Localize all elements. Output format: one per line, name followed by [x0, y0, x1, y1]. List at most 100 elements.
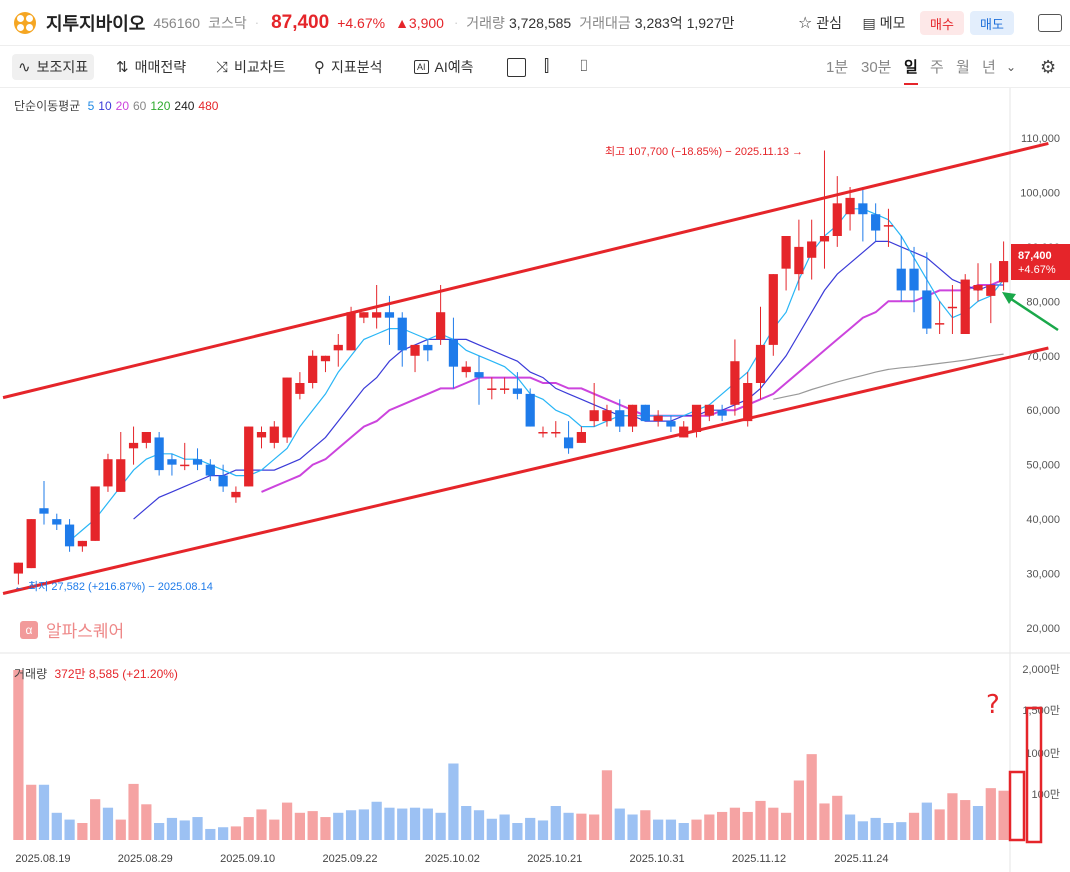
volume-bar[interactable]: [640, 810, 651, 840]
candle-body[interactable]: [26, 519, 36, 569]
candle-body[interactable]: [512, 388, 523, 394]
candle-body[interactable]: [704, 404, 714, 416]
candle-body[interactable]: [691, 404, 702, 432]
ma-legend-item-20[interactable]: 20: [115, 99, 129, 113]
candle-body[interactable]: [346, 312, 356, 351]
volume-bar[interactable]: [320, 817, 331, 840]
volume-bar[interactable]: [576, 813, 587, 840]
volume-bar[interactable]: [627, 814, 638, 841]
volume-bar[interactable]: [819, 803, 830, 840]
volume-bar[interactable]: [281, 802, 293, 840]
volume-bar[interactable]: [742, 811, 753, 840]
candle-body[interactable]: [615, 410, 625, 427]
ma-legend-item-60[interactable]: 60: [133, 99, 147, 113]
candle-body[interactable]: [141, 432, 151, 443]
candle-body[interactable]: [986, 285, 996, 296]
volume-bar[interactable]: [422, 808, 433, 840]
buy-button[interactable]: 매수: [920, 11, 964, 35]
candle-body[interactable]: [602, 410, 612, 422]
volume-bar[interactable]: [550, 806, 561, 840]
volume-bar[interactable]: [972, 806, 984, 840]
period-tab-3[interactable]: 주: [930, 59, 944, 76]
candle-body[interactable]: [64, 524, 75, 547]
candle-body[interactable]: [295, 383, 305, 394]
candle-body[interactable]: [372, 312, 382, 318]
volume-bar[interactable]: [934, 809, 945, 840]
candle-body[interactable]: [871, 214, 881, 231]
analysis-button[interactable]: ⚲ 지표분석: [314, 59, 383, 76]
volume-bar[interactable]: [102, 807, 114, 840]
candle-body[interactable]: [90, 486, 100, 541]
candle-body[interactable]: [397, 317, 407, 351]
candle-body[interactable]: [768, 274, 778, 345]
volume-bar[interactable]: [921, 802, 932, 840]
volume-bar[interactable]: [90, 799, 101, 840]
volume-bar[interactable]: [461, 806, 472, 840]
volume-bar[interactable]: [908, 812, 920, 840]
volume-bar[interactable]: [473, 810, 485, 840]
ma-legend-item-10[interactable]: 10: [98, 99, 112, 113]
volume-bar[interactable]: [653, 819, 664, 840]
volume-bar[interactable]: [115, 819, 126, 840]
volume-bar[interactable]: [371, 801, 382, 840]
candle-body[interactable]: [896, 268, 906, 291]
memo-button[interactable]: ▤ 메모: [862, 14, 906, 32]
volume-bar[interactable]: [345, 810, 357, 840]
candle-body[interactable]: [640, 404, 650, 422]
candle-body[interactable]: [487, 388, 497, 390]
candle-body[interactable]: [282, 377, 292, 438]
volume-bar[interactable]: [307, 811, 318, 840]
candle-body[interactable]: [333, 344, 343, 351]
candle-body[interactable]: [256, 432, 267, 438]
candle-body[interactable]: [653, 415, 663, 422]
candle-body[interactable]: [627, 404, 638, 427]
candle-body[interactable]: [551, 432, 561, 434]
volume-bar[interactable]: [729, 807, 741, 840]
candle-body[interactable]: [436, 312, 446, 340]
candle-body[interactable]: [730, 361, 740, 405]
candle-body[interactable]: [563, 437, 574, 449]
volume-bar[interactable]: [333, 812, 344, 840]
candle-body[interactable]: [947, 306, 958, 309]
volume-bar[interactable]: [358, 809, 369, 840]
candle-body[interactable]: [807, 241, 817, 258]
volume-bar[interactable]: [154, 823, 165, 840]
candle-body[interactable]: [423, 344, 433, 351]
sell-button[interactable]: 매도: [970, 11, 1014, 35]
volume-bar[interactable]: [384, 807, 395, 840]
candle-body[interactable]: [717, 410, 727, 416]
volume-bar[interactable]: [614, 808, 625, 840]
candle-body[interactable]: [448, 339, 459, 367]
volume-bar[interactable]: [256, 809, 267, 840]
volume-bar[interactable]: [409, 807, 421, 840]
volume-bar[interactable]: [793, 780, 805, 841]
period-tab-4[interactable]: 월: [956, 59, 970, 76]
candle-body[interactable]: [883, 225, 894, 227]
candle-body[interactable]: [743, 383, 753, 422]
volume-bar[interactable]: [205, 828, 216, 840]
volume-bar[interactable]: [217, 827, 229, 840]
volume-bar[interactable]: [780, 812, 792, 840]
volume-bar[interactable]: [230, 826, 242, 840]
candle-body[interactable]: [973, 285, 983, 291]
price-chart[interactable]: 110,000100,00090,00080,00070,00060,00050…: [0, 88, 1070, 872]
volume-bar[interactable]: [537, 820, 549, 840]
period-tab-2[interactable]: 일: [904, 56, 918, 85]
candle-body[interactable]: [39, 508, 49, 514]
candle-body[interactable]: [832, 203, 842, 236]
candle-body[interactable]: [461, 366, 471, 373]
ma-legend-item-240[interactable]: 240: [174, 99, 195, 113]
volume-bar[interactable]: [51, 812, 62, 840]
volume-bar[interactable]: [883, 823, 894, 840]
candle-body[interactable]: [320, 355, 331, 362]
volume-bar[interactable]: [141, 804, 152, 840]
candle-body[interactable]: [845, 197, 855, 215]
volume-bar[interactable]: [26, 784, 37, 840]
volume-bar[interactable]: [691, 819, 702, 840]
volume-bar[interactable]: [13, 670, 24, 840]
volume-bar[interactable]: [704, 814, 715, 841]
candle-body[interactable]: [192, 459, 203, 465]
candle-body[interactable]: [116, 459, 126, 492]
candle-body[interactable]: [359, 312, 369, 318]
volume-bar[interactable]: [128, 783, 139, 840]
